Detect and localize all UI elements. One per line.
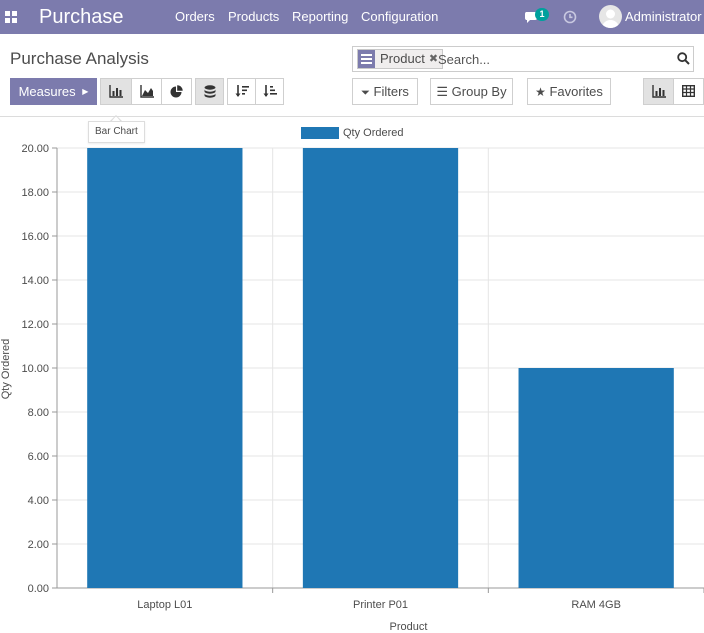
pie-chart-icon (170, 85, 183, 98)
y-tick-label: 12.00 (21, 319, 49, 331)
x-tick-label: Printer P01 (353, 599, 408, 611)
menu-reporting[interactable]: Reporting (292, 9, 349, 24)
filters-button[interactable]: ⏷ Filters (352, 78, 418, 105)
user-name[interactable]: Administrator (625, 9, 702, 24)
bar-chart-button[interactable] (100, 78, 132, 105)
area-chart-icon (139, 85, 154, 98)
x-tick-label: Laptop L01 (137, 599, 192, 611)
sort-descending-button[interactable] (227, 78, 256, 105)
group-by-facet-icon (358, 50, 375, 68)
y-tick-label: 6.00 (28, 451, 49, 463)
measures-button[interactable]: Measures ▶ (10, 78, 97, 105)
pie-chart-button[interactable] (161, 78, 192, 105)
y-tick-label: 18.00 (21, 187, 49, 199)
y-tick-label: 0.00 (28, 583, 49, 595)
bar-printer-p01 (302, 148, 459, 588)
table-icon (682, 85, 695, 97)
bar-chart: 0.00 2.00 4.00 6.00 8.00 10.00 12.00 14.00 16.00… (0, 143, 704, 633)
menu-configuration[interactable]: Configuration (361, 9, 439, 24)
stacked-toggle-button[interactable] (195, 78, 224, 105)
user-avatar[interactable] (599, 5, 622, 28)
legend-swatch[interactable] (301, 127, 339, 139)
pivot-view-button[interactable] (673, 78, 704, 105)
favorites-label: Favorites (549, 84, 603, 99)
x-tick-label: RAM 4GB (571, 599, 621, 611)
y-tick-label: 4.00 (28, 495, 49, 507)
bar-chart-icon (109, 85, 123, 98)
group-by-button[interactable]: ☰ Group By (430, 78, 513, 105)
search-facet-value: Product (380, 51, 425, 66)
search-bar: Product ✖ (352, 46, 694, 72)
control-panel-divider (0, 116, 704, 117)
bar-chart-icon (651, 85, 666, 98)
y-tick-label: 2.00 (28, 539, 49, 551)
y-tick-label: 20.00 (21, 143, 49, 155)
bar-chart-tooltip: Bar Chart (88, 121, 145, 143)
graph-view-button[interactable] (643, 78, 674, 105)
legend-label: Qty Ordered (343, 127, 404, 139)
sort-ascending-icon (263, 85, 277, 97)
activity-clock-icon[interactable] (563, 10, 577, 24)
sort-ascending-button[interactable] (255, 78, 284, 105)
bar-laptop-l01 (87, 148, 243, 588)
apps-menu-icon[interactable] (5, 11, 17, 23)
chat-counter-badge: 1 (535, 8, 549, 21)
y-tick-label: 10.00 (21, 363, 49, 375)
chat-icon[interactable] (524, 10, 538, 24)
y-tick-label: 16.00 (21, 231, 49, 243)
y-tick-label: 14.00 (21, 275, 49, 287)
favorites-button[interactable]: ★ Favorites (527, 78, 611, 105)
group-by-label: Group By (451, 84, 507, 99)
app-brand[interactable]: Purchase (39, 6, 124, 28)
search-icon[interactable] (677, 52, 690, 65)
y-axis-label: Qty Ordered (0, 339, 12, 400)
facet-remove-icon[interactable]: ✖ (428, 53, 439, 65)
search-input[interactable] (438, 52, 658, 67)
sort-descending-icon (235, 85, 249, 97)
database-icon (204, 85, 215, 98)
filters-label: Filters (373, 84, 409, 99)
y-tick-label: 8.00 (28, 407, 49, 419)
bar-ram-4gb (518, 368, 674, 588)
tooltip-arrow-fill (111, 116, 121, 122)
menu-orders[interactable]: Orders (175, 9, 215, 24)
filter-icon: ⏷ (361, 87, 370, 99)
list-icon: ☰ (436, 84, 449, 99)
caret-right-icon: ▶ (82, 87, 89, 96)
search-facet[interactable]: Product ✖ (357, 49, 444, 69)
x-axis-label: Product (390, 621, 428, 633)
measures-label: Measures (18, 84, 76, 99)
star-icon: ★ (535, 85, 546, 99)
page-title: Purchase Analysis (10, 49, 149, 68)
line-chart-button[interactable] (131, 78, 162, 105)
menu-products[interactable]: Products (228, 9, 280, 24)
top-navbar: Purchase Orders Products Reporting Confi… (0, 0, 704, 34)
